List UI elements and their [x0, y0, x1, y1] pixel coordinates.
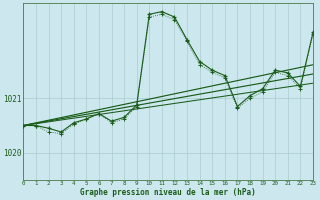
- X-axis label: Graphe pression niveau de la mer (hPa): Graphe pression niveau de la mer (hPa): [80, 188, 256, 197]
